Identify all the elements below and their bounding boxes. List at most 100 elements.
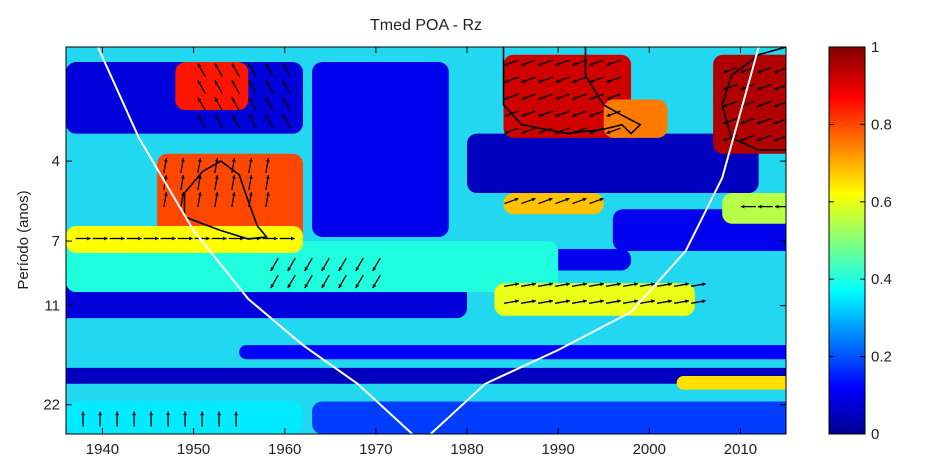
phase-arrow: [197, 80, 206, 94]
phase-arrow: [304, 274, 313, 289]
phase-arrow: [321, 274, 330, 289]
phase-arrow: [572, 93, 587, 100]
phase-arrow: [132, 411, 137, 427]
phase-arrow: [504, 76, 519, 83]
x-tick-label: 1960: [268, 441, 301, 458]
colorbar-tick-label: 1: [871, 39, 879, 56]
heatmap-area: [66, 47, 786, 434]
colorbar-ticks: 0 0.2 0.4 0.6 0.8 1: [829, 39, 892, 443]
coherence-region: [175, 62, 249, 111]
phase-arrow: [304, 257, 313, 272]
phase-arrow: [338, 257, 347, 272]
phase-arrow: [282, 97, 291, 111]
coherence-region: [157, 153, 303, 246]
phase-arrow: [75, 236, 91, 241]
phase-arrow: [722, 66, 738, 74]
y-axis: 4 7 11 22: [43, 153, 786, 414]
phase-arrow: [555, 93, 570, 100]
phase-arrow: [166, 411, 171, 427]
phase-arrow: [606, 59, 621, 66]
phase-arrow: [571, 299, 587, 304]
phase-arrow: [279, 236, 295, 241]
coherence-regions: [66, 54, 786, 434]
colorbar-tick-label: 0.6: [871, 194, 892, 211]
phase-arrow: [231, 97, 240, 111]
phase-arrow: [521, 197, 536, 205]
phase-arrow: [537, 282, 553, 287]
phase-arrow: [656, 299, 672, 304]
phase-arrow: [756, 83, 772, 91]
colorbar-tick-label: 0: [871, 426, 879, 443]
phase-arrow: [355, 257, 364, 272]
phase-arrow: [265, 63, 274, 77]
cone-of-influence: [96, 47, 760, 434]
phase-arrow: [163, 191, 168, 207]
phase-arrow: [149, 411, 154, 427]
phase-arrow: [265, 157, 270, 173]
phase-arrow: [231, 174, 236, 190]
phase-arrow: [211, 236, 227, 241]
phase-arrow: [521, 110, 536, 117]
phase-arrow: [270, 274, 279, 289]
phase-arrow: [231, 191, 236, 207]
phase-arrow: [197, 97, 206, 111]
phase-arrow: [538, 197, 553, 205]
phase-arrow: [589, 93, 604, 100]
phase-arrow: [756, 100, 772, 108]
phase-arrow: [197, 63, 206, 77]
phase-arrow: [234, 411, 239, 427]
colorbar: [828, 46, 866, 435]
phase-arrow: [538, 59, 553, 66]
phase-arrow: [606, 76, 621, 83]
phase-arrow: [722, 83, 738, 91]
phase-arrow: [555, 59, 570, 66]
phase-arrow: [265, 191, 270, 207]
phase-arrow: [214, 114, 223, 128]
phase-arrow: [521, 93, 536, 100]
phase-arrow: [606, 110, 621, 117]
phase-arrow: [338, 274, 347, 289]
phase-arrow: [248, 174, 253, 190]
phase-arrow: [572, 110, 587, 117]
phase-arrow: [756, 117, 772, 125]
phase-arrow: [722, 134, 738, 142]
phase-arrow: [504, 93, 519, 100]
x-axis: 1940 1950 1960 1970 1980 1990 2000 2010: [86, 47, 757, 458]
coherence-region: [66, 226, 303, 253]
significance-contour: [183, 160, 269, 240]
phase-arrow: [722, 100, 738, 108]
phase-arrow: [265, 80, 274, 94]
phase-arrow: [690, 299, 706, 304]
x-tick-label: 1950: [177, 441, 210, 458]
phase-arrow: [98, 411, 103, 427]
phase-arrow: [740, 204, 756, 209]
phase-arrow: [538, 76, 553, 83]
phase-arrow: [774, 204, 786, 209]
colorbar-tick-label: 0.8: [871, 116, 892, 133]
phase-arrow: [673, 282, 689, 287]
coherence-region: [503, 193, 604, 215]
phase-arrow: [287, 274, 296, 289]
phase-arrow: [504, 127, 519, 134]
phase-arrow: [214, 63, 223, 77]
phase-arrow: [555, 197, 570, 205]
phase-arrow: [372, 257, 381, 272]
coherence-region: [66, 367, 786, 384]
phase-arrow: [622, 299, 638, 304]
phase-arrow: [673, 299, 689, 304]
phase-arrow: [262, 236, 278, 241]
phase-arrow: [265, 174, 270, 190]
phase-arrow: [504, 197, 519, 205]
phase-arrow: [282, 114, 291, 128]
phase-arrow: [520, 299, 536, 304]
phase-arrow: [572, 59, 587, 66]
phase-arrow: [248, 97, 257, 111]
phase-arrow: [248, 63, 257, 77]
phase-arrow: [183, 411, 188, 427]
phase-arrow: [503, 299, 519, 304]
phase-arrow: [589, 110, 604, 117]
significance-contour: [721, 47, 786, 151]
phase-arrow: [555, 76, 570, 83]
phase-arrow: [756, 134, 772, 142]
phase-arrow: [606, 127, 621, 134]
